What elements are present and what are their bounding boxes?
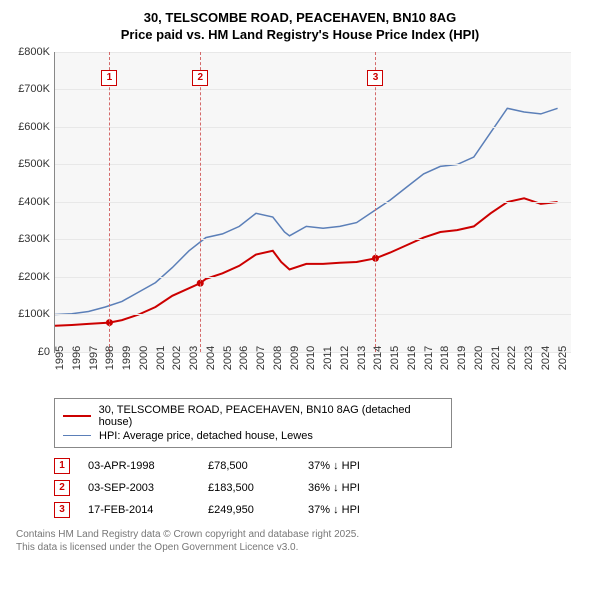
chart-title: 30, TELSCOMBE ROAD, PEACEHAVEN, BN10 8AG…	[10, 10, 590, 44]
x-axis-label: 2008	[272, 346, 284, 370]
footnote-line1: Contains HM Land Registry data © Crown c…	[16, 528, 590, 541]
event-row: 1 03-APR-1998£78,50037% ↓ HPI	[54, 458, 590, 474]
y-axis-label: £100K	[10, 308, 50, 320]
x-axis-label: 2007	[255, 346, 267, 370]
plot-region: 1 2 3	[54, 52, 571, 353]
x-axis-label: 2004	[205, 346, 217, 370]
y-axis-label: £500K	[10, 158, 50, 170]
title-line2: Price paid vs. HM Land Registry's House …	[10, 27, 590, 44]
event-price: £249,950	[208, 504, 308, 516]
x-axis-label: 2005	[222, 346, 234, 370]
event-marker-box: 2	[192, 70, 208, 86]
event-vline	[375, 52, 376, 352]
event-price: £78,500	[208, 460, 308, 472]
x-axis-label: 1997	[88, 346, 100, 370]
event-row: 2 03-SEP-2003£183,50036% ↓ HPI	[54, 480, 590, 496]
legend-swatch	[63, 435, 91, 436]
x-axis-label: 2006	[238, 346, 250, 370]
x-axis-label: 2019	[456, 346, 468, 370]
event-marker-box: 1	[101, 70, 117, 86]
series-price_paid	[55, 198, 558, 325]
legend-item: 30, TELSCOMBE ROAD, PEACEHAVEN, BN10 8AG…	[63, 403, 443, 429]
x-axis-label: 2024	[540, 346, 552, 370]
event-price: £183,500	[208, 482, 308, 494]
x-axis-label: 1996	[71, 346, 83, 370]
x-axis-label: 2010	[305, 346, 317, 370]
x-axis-label: 2015	[389, 346, 401, 370]
x-axis-label: 2009	[289, 346, 301, 370]
x-axis-label: 2000	[138, 346, 150, 370]
x-axis-label: 2022	[506, 346, 518, 370]
legend-label: 30, TELSCOMBE ROAD, PEACEHAVEN, BN10 8AG…	[99, 404, 443, 428]
event-date: 03-SEP-2003	[88, 482, 208, 494]
y-axis-label: £200K	[10, 271, 50, 283]
x-axis-label: 1999	[121, 346, 133, 370]
y-axis-label: £800K	[10, 46, 50, 58]
event-delta: 37% ↓ HPI	[308, 504, 408, 516]
event-number-box: 3	[54, 502, 70, 518]
event-vline	[200, 52, 201, 352]
event-delta: 37% ↓ HPI	[308, 460, 408, 472]
footnote: Contains HM Land Registry data © Crown c…	[16, 528, 590, 554]
x-axis-label: 2017	[423, 346, 435, 370]
y-axis-label: £0	[10, 346, 50, 358]
event-vline	[109, 52, 110, 352]
legend: 30, TELSCOMBE ROAD, PEACEHAVEN, BN10 8AG…	[54, 398, 452, 448]
event-number-box: 1	[54, 458, 70, 474]
x-axis-label: 2016	[406, 346, 418, 370]
footnote-line2: This data is licensed under the Open Gov…	[16, 541, 590, 554]
event-row: 3 17-FEB-2014£249,95037% ↓ HPI	[54, 502, 590, 518]
y-axis-label: £600K	[10, 121, 50, 133]
x-axis-label: 2012	[339, 346, 351, 370]
y-axis-label: £700K	[10, 83, 50, 95]
event-marker-box: 3	[367, 70, 383, 86]
chart-area: 1 2 3 £0 £100K £200K £300K £400K £500K £600K £700…	[10, 52, 570, 392]
x-axis-label: 2001	[155, 346, 167, 370]
x-axis-label: 2023	[523, 346, 535, 370]
x-axis-label: 2003	[188, 346, 200, 370]
series-hpi	[55, 108, 558, 314]
event-delta: 36% ↓ HPI	[308, 482, 408, 494]
event-date: 03-APR-1998	[88, 460, 208, 472]
x-axis-label: 2018	[439, 346, 451, 370]
x-axis-label: 2020	[473, 346, 485, 370]
x-axis-label: 2002	[171, 346, 183, 370]
x-axis-label: 2021	[490, 346, 502, 370]
legend-item: HPI: Average price, detached house, Lewe…	[63, 429, 443, 443]
events-table: 103-APR-1998£78,50037% ↓ HPI203-SEP-2003…	[54, 458, 590, 518]
x-axis-label: 2025	[557, 346, 569, 370]
x-axis-label: 2014	[372, 346, 384, 370]
x-axis-label: 1995	[54, 346, 66, 370]
x-axis-label: 2011	[322, 346, 334, 370]
y-axis-label: £300K	[10, 233, 50, 245]
legend-label: HPI: Average price, detached house, Lewe…	[99, 430, 313, 442]
x-axis-label: 1998	[104, 346, 116, 370]
title-line1: 30, TELSCOMBE ROAD, PEACEHAVEN, BN10 8AG	[10, 10, 590, 27]
y-axis-label: £400K	[10, 196, 50, 208]
legend-swatch	[63, 415, 91, 417]
x-axis-label: 2013	[356, 346, 368, 370]
event-number-box: 2	[54, 480, 70, 496]
event-date: 17-FEB-2014	[88, 504, 208, 516]
